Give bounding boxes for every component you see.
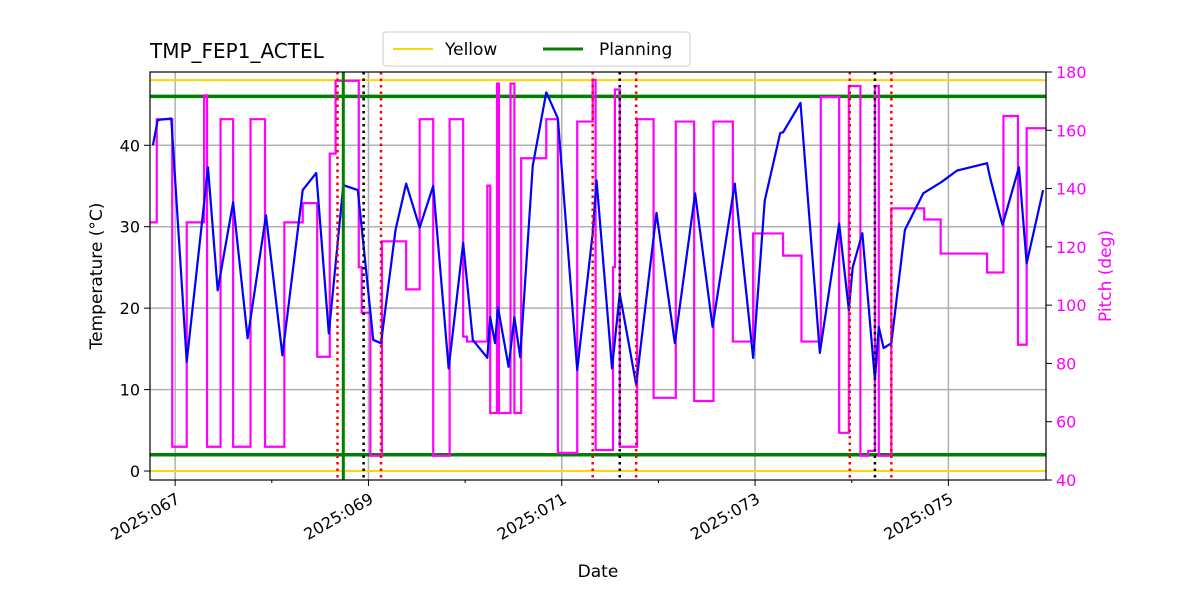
y2-tick-label: 80 [1056, 354, 1076, 373]
chart-title: TMP_FEP1_ACTEL [149, 39, 325, 63]
y2-tick-label: 140 [1056, 180, 1087, 199]
plot-frame [149, 71, 1047, 481]
plot-area [150, 72, 1046, 480]
y-tick-label: 40 [120, 136, 140, 155]
legend-box [382, 31, 691, 67]
y2-tick-label: 60 [1056, 413, 1076, 432]
legend-label-yellow: Yellow [444, 40, 497, 60]
temperature-series-line [151, 91, 1045, 386]
y2-tick-label: 40 [1056, 471, 1076, 490]
y-axis-label: Temperature (°C) [87, 203, 107, 351]
y-tick-label: 0 [130, 462, 140, 481]
y2-tick-label: 160 [1056, 121, 1087, 140]
legend: Yellow Planning [382, 31, 691, 67]
y-tick-label: 10 [120, 381, 140, 400]
y2-tick-label: 180 [1056, 63, 1087, 82]
x-axis-label: Date [578, 562, 619, 582]
y2-axis-label: Pitch (deg) [1096, 230, 1116, 322]
y2-tick-label: 120 [1056, 238, 1087, 257]
legend-label-planning: Planning [599, 40, 672, 60]
y-tick-label: 20 [120, 299, 140, 318]
y2-tick-label: 100 [1056, 296, 1087, 315]
y-tick-label: 30 [120, 218, 140, 237]
